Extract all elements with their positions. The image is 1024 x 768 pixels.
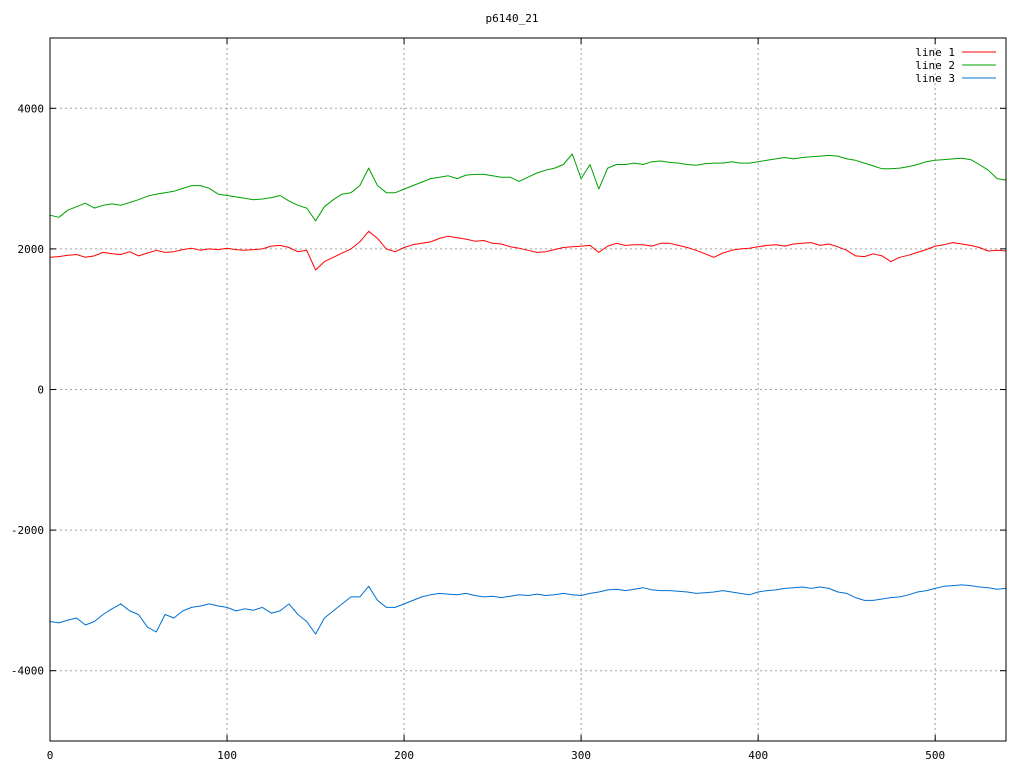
series-group: [49, 153, 1007, 635]
grid: [50, 38, 1006, 741]
x-tick-label: 200: [394, 749, 414, 762]
y-tick-label: 4000: [18, 102, 45, 115]
plot-frame: [49, 37, 1007, 742]
series-line-2: [49, 153, 1007, 222]
legend-label: line 1: [915, 46, 955, 59]
legend-label: line 3: [915, 72, 955, 85]
y-tick-label: -2000: [11, 524, 44, 537]
y-tick-label: -4000: [11, 665, 44, 678]
x-tick-label: 400: [748, 749, 768, 762]
y-tick-label: 0: [37, 384, 44, 397]
y-tick-labels: -4000 -2000 0 2000 4000: [11, 102, 44, 677]
y-tick-label: 2000: [18, 243, 45, 256]
x-tick-label: 300: [571, 749, 591, 762]
legend-label: line 2: [915, 59, 955, 72]
x-tick-label: 100: [217, 749, 237, 762]
series-line-3: [49, 584, 1007, 635]
x-tick-label: 500: [925, 749, 945, 762]
x-tick-labels: 0 100 200 300 400 500: [47, 749, 945, 762]
chart-title: p6140_21: [486, 12, 539, 25]
series-line-1: [49, 230, 1007, 271]
tick-marks: [49, 38, 1006, 741]
x-tick-label: 0: [47, 749, 54, 762]
